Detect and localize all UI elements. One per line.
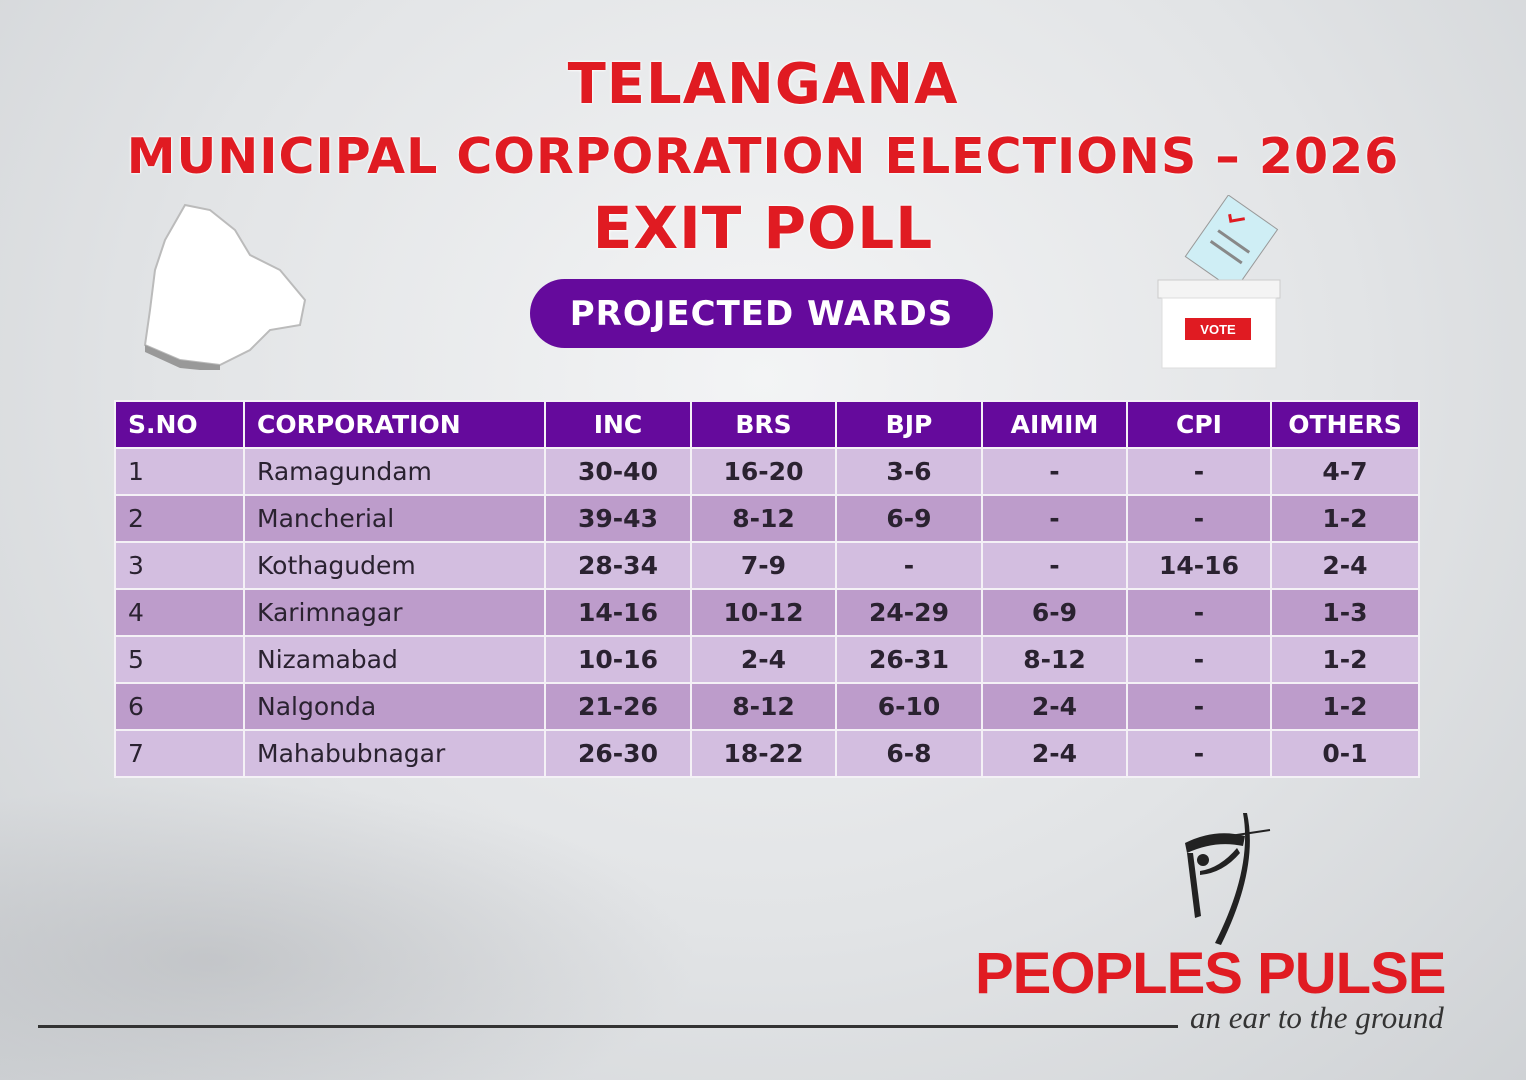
cell-corporation: Karimnagar [243,588,546,637]
peoples-pulse-logo [1185,813,1271,945]
cell-corporation: Mahabubnagar [243,729,546,778]
cell-cpi: - [1126,494,1272,543]
brand-tagline: an ear to the ground [1190,1000,1444,1035]
cell-others: 1-3 [1270,588,1420,637]
cell-inc: 39-43 [544,494,692,543]
header-sno: S.NO [114,400,245,449]
cell-others: 1-2 [1270,682,1420,731]
header-bjp: BJP [835,400,983,449]
cell-corporation: Nalgonda [243,682,546,731]
cell-cpi: 14-16 [1126,541,1272,590]
cell-aimim: 8-12 [981,635,1128,684]
vote-label: VOTE [1200,322,1236,337]
header-corporation: CORPORATION [243,400,546,449]
cell-sno: 6 [114,682,245,731]
telangana-map-icon [143,203,307,370]
cell-inc: 10-16 [544,635,692,684]
cell-aimim: - [981,541,1128,590]
table-row: 2 Mancherial 39-43 8-12 6-9- -1-2 [114,494,1420,543]
header-others: OTHERS [1270,400,1420,449]
cell-sno: 3 [114,541,245,590]
table-row: 1 Ramagundam 30-40 16-20 3-6- -4-7 [114,447,1420,496]
table-row: 4 Karimnagar 14-16 10-12 24-29 6-9-1-3 [114,588,1420,637]
table-row: 3 Kothagudem 28-34 7-9- -14-16 2-4 [114,541,1420,590]
cell-cpi: - [1126,447,1272,496]
cell-others: 2-4 [1270,541,1420,590]
cell-bjp: 6-10 [835,682,983,731]
cell-inc: 26-30 [544,729,692,778]
cell-corporation: Kothagudem [243,541,546,590]
cell-inc: 30-40 [544,447,692,496]
cell-corporation: Mancherial [243,494,546,543]
ballot-box-icon: VOTE [1157,195,1281,369]
cell-cpi: - [1126,682,1272,731]
table-row: 5 Nizamabad 10-16 2-4 26-31 8-12-1-2 [114,635,1420,684]
header-cpi: CPI [1126,400,1272,449]
title-line-3: EXIT POLL [592,194,934,262]
cell-others: 1-2 [1270,494,1420,543]
cell-cpi: - [1126,588,1272,637]
cell-corporation: Ramagundam [243,447,546,496]
brand-name: PEOPLES PULSE [975,941,1446,1006]
cell-aimim: - [981,494,1128,543]
cell-brs: 8-12 [690,494,837,543]
cell-others: 1-2 [1270,635,1420,684]
title-line-2: MUNICIPAL CORPORATION ELECTIONS – 2026 [126,128,1400,185]
header-brs: BRS [690,400,837,449]
cell-bjp: - [835,541,983,590]
cell-sno: 1 [114,447,245,496]
cell-inc: 28-34 [544,541,692,590]
background-voting-photo [0,780,700,1080]
cell-bjp: 26-31 [835,635,983,684]
cell-sno: 4 [114,588,245,637]
cell-inc: 14-16 [544,588,692,637]
cell-bjp: 24-29 [835,588,983,637]
cell-aimim: 2-4 [981,682,1128,731]
cell-bjp: 3-6 [835,447,983,496]
cell-others: 0-1 [1270,729,1420,778]
footer-divider [38,1025,1178,1028]
header-aimim: AIMIM [981,400,1128,449]
projected-wards-badge: PROJECTED WARDS [530,279,993,348]
cell-sno: 5 [114,635,245,684]
cell-brs: 7-9 [690,541,837,590]
header-inc: INC [544,400,692,449]
projection-table: S.NO CORPORATION INC BRS BJP AIMIM CPI O… [114,400,1420,778]
cell-brs: 18-22 [690,729,837,778]
cell-brs: 2-4 [690,635,837,684]
cell-bjp: 6-9 [835,494,983,543]
cell-aimim: - [981,447,1128,496]
cell-sno: 2 [114,494,245,543]
cell-aimim: 2-4 [981,729,1128,778]
table-row: 7 Mahabubnagar 26-30 18-22 6-8 2-4-0-1 [114,729,1420,778]
cell-aimim: 6-9 [981,588,1128,637]
cell-brs: 10-12 [690,588,837,637]
cell-cpi: - [1126,729,1272,778]
title-line-1: TELANGANA [567,52,959,117]
cell-others: 4-7 [1270,447,1420,496]
table-row: 6 Nalgonda 21-26 8-12 6-10 2-4-1-2 [114,682,1420,731]
cell-brs: 16-20 [690,447,837,496]
cell-corporation: Nizamabad [243,635,546,684]
cell-sno: 7 [114,729,245,778]
cell-brs: 8-12 [690,682,837,731]
cell-cpi: - [1126,635,1272,684]
cell-inc: 21-26 [544,682,692,731]
table-header-row: S.NO CORPORATION INC BRS BJP AIMIM CPI O… [114,400,1420,449]
cell-bjp: 6-8 [835,729,983,778]
